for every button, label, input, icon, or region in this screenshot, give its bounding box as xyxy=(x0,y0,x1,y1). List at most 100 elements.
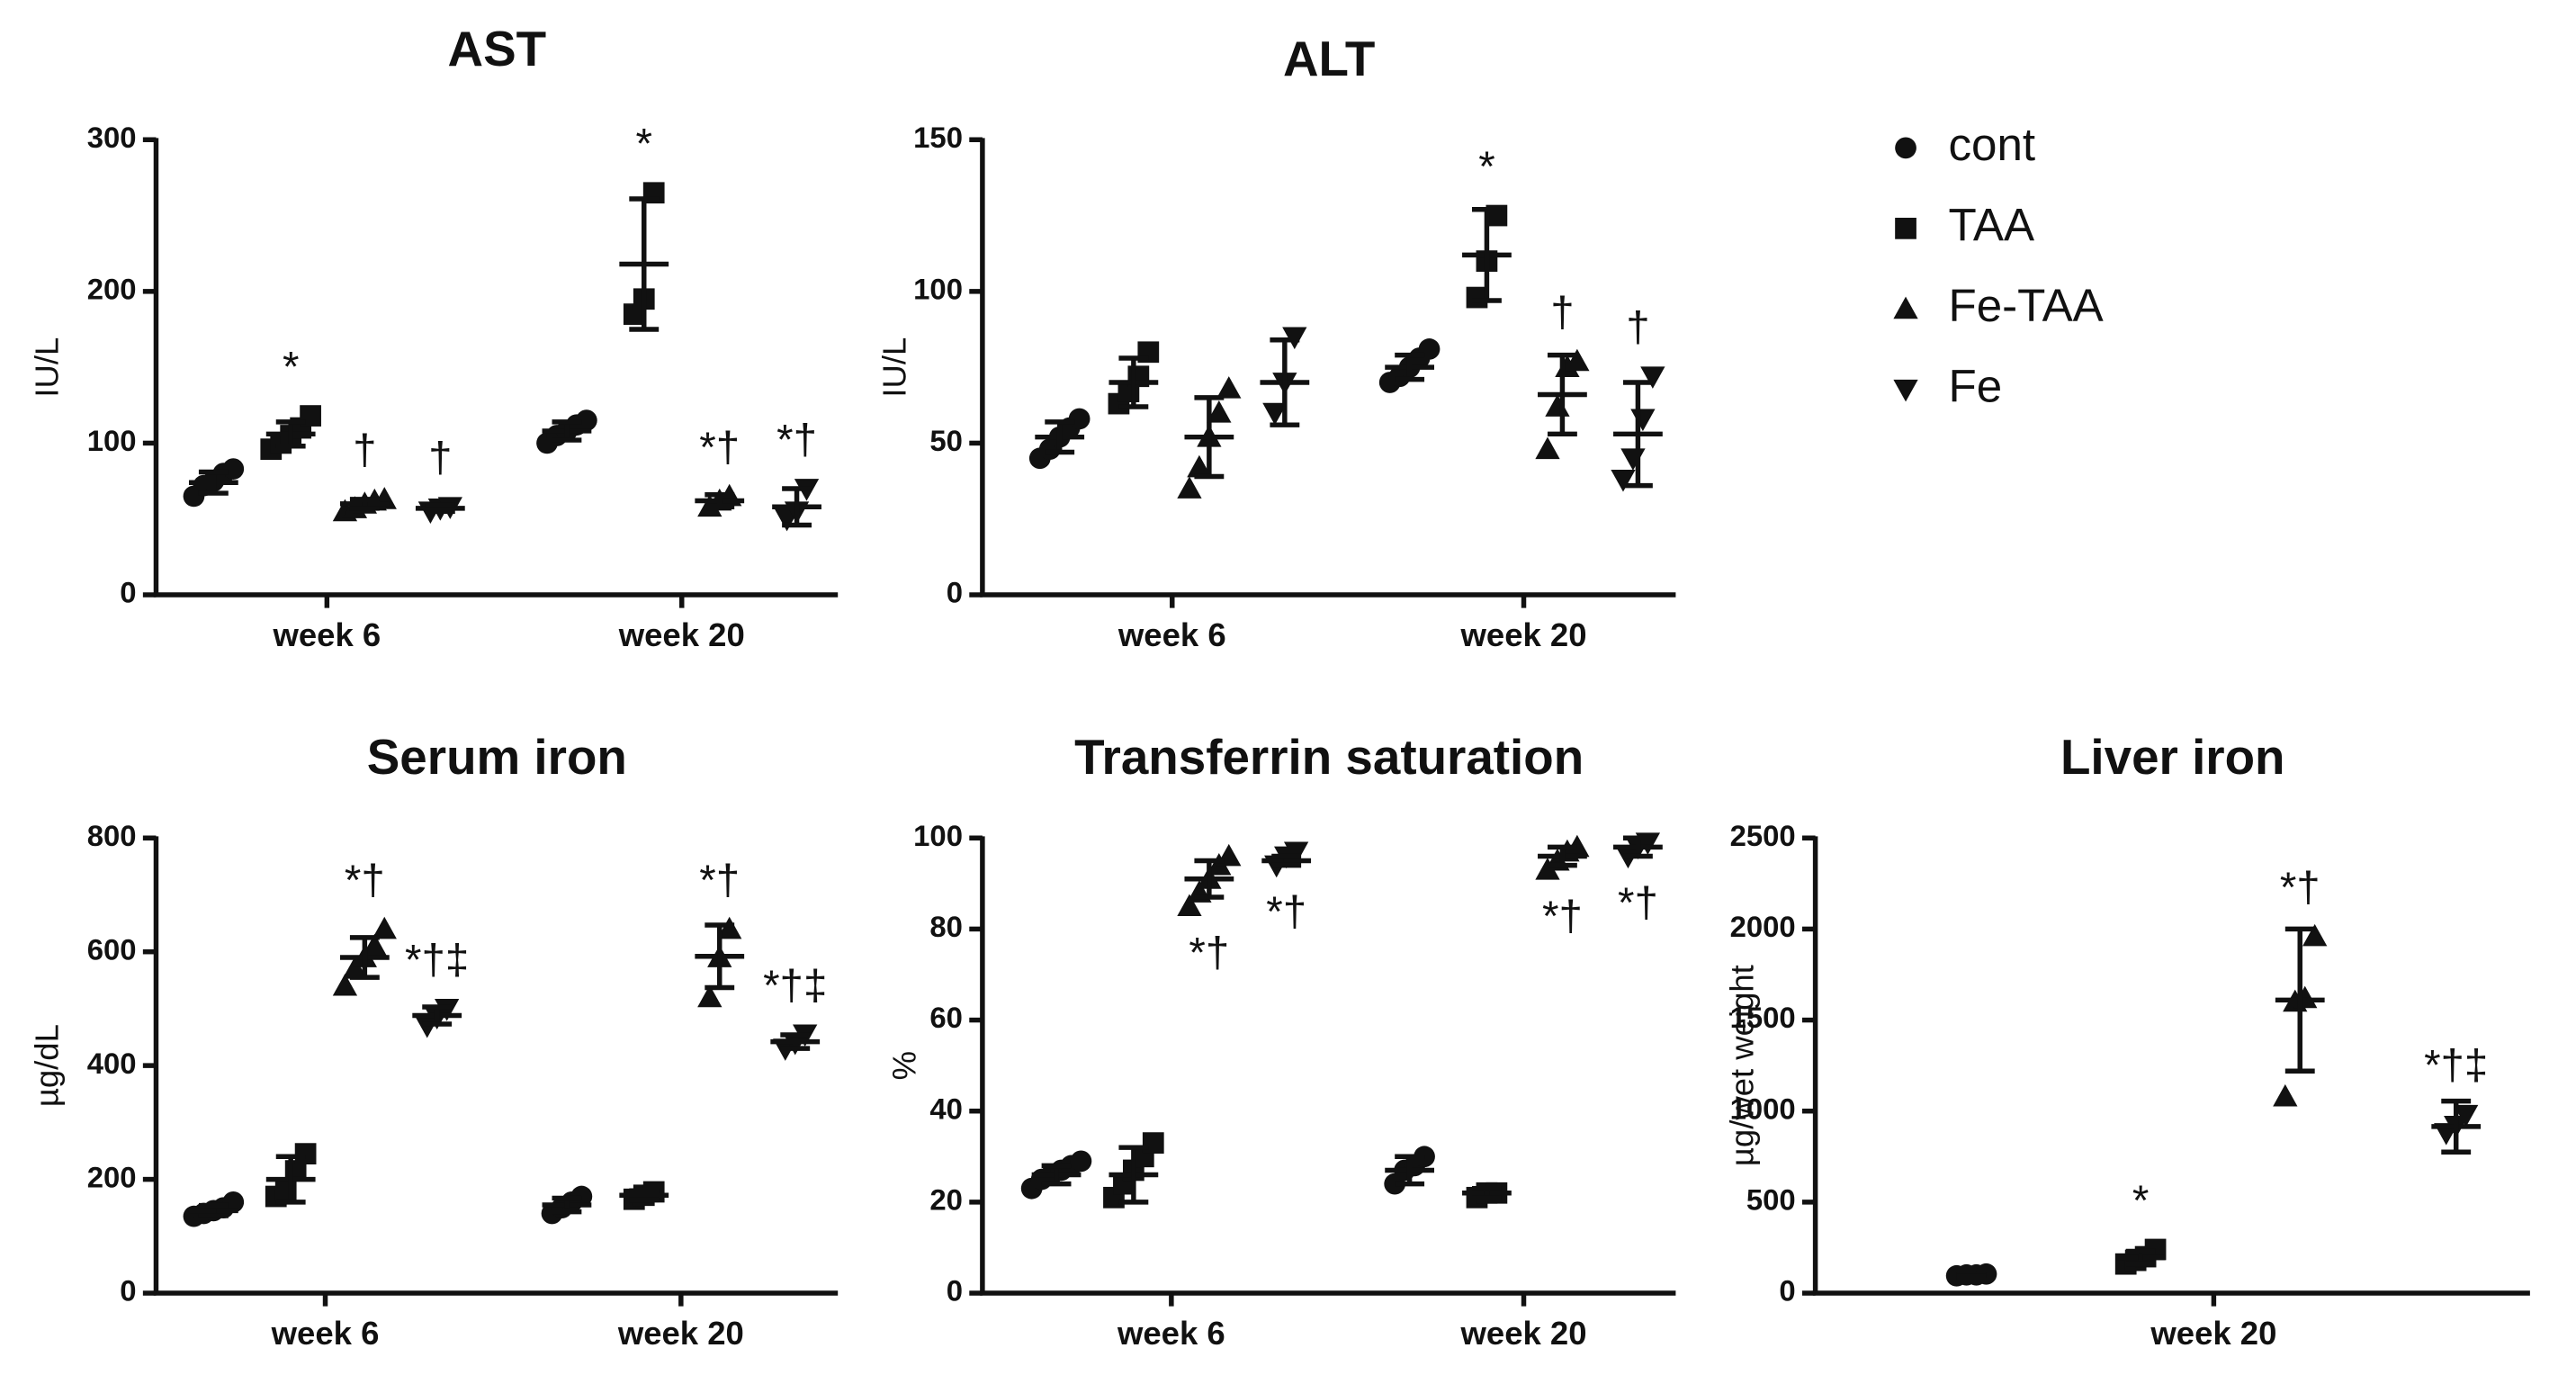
significance-label: *†‡ xyxy=(763,962,827,1010)
significance-label: * xyxy=(283,344,299,391)
data-point xyxy=(1620,448,1646,471)
data-point xyxy=(2302,923,2328,947)
significance-label: *† xyxy=(1542,893,1583,940)
legend-marker xyxy=(1895,137,1916,159)
data-point xyxy=(2454,1104,2479,1128)
x-tick-label: week 6 xyxy=(1117,616,1226,653)
y-tick-label: 80 xyxy=(929,910,963,943)
y-tick-label: 0 xyxy=(120,1274,136,1308)
x-tick-label: week 20 xyxy=(617,1315,744,1352)
significance-label: *† xyxy=(699,857,740,904)
y-tick-label: 100 xyxy=(87,424,137,457)
data-point xyxy=(362,933,387,957)
y-tick-label: 100 xyxy=(913,273,963,306)
y-tick-label: 200 xyxy=(87,273,137,306)
data-point xyxy=(294,1143,317,1164)
chart-title: AST xyxy=(448,21,547,76)
data-point xyxy=(1187,454,1212,478)
x-tick-label: week 20 xyxy=(618,616,745,653)
data-point xyxy=(1640,366,1665,389)
data-point xyxy=(1177,894,1202,917)
chart-title: ALT xyxy=(1283,31,1375,86)
data-point xyxy=(434,998,460,1021)
chart-title: Transferrin saturation xyxy=(1074,729,1584,785)
y-tick-label: 0 xyxy=(1779,1274,1795,1308)
data-point xyxy=(222,458,245,480)
data-point xyxy=(697,984,723,1008)
x-tick-label: week 6 xyxy=(272,616,381,653)
data-point xyxy=(575,409,597,432)
x-tick-label: week 20 xyxy=(1460,1315,1587,1352)
y-tick-label: 20 xyxy=(929,1183,963,1217)
legend-label: TAA xyxy=(1949,199,2035,250)
x-tick-label: week 6 xyxy=(271,1315,380,1352)
y-tick-label: 1500 xyxy=(1730,1001,1796,1034)
y-tick-label: 200 xyxy=(87,1160,137,1193)
legend-label: cont xyxy=(1949,119,2036,170)
significance-label: * xyxy=(636,121,652,168)
significance-label: *† xyxy=(1266,888,1306,936)
legend-marker xyxy=(1893,379,1918,402)
data-point xyxy=(332,973,358,996)
data-point xyxy=(342,957,368,979)
y-tick-label: 500 xyxy=(1746,1183,1796,1217)
data-point xyxy=(1207,400,1232,423)
y-tick-label: 300 xyxy=(87,121,137,154)
significance-label: *† xyxy=(2280,864,2320,912)
significance-label: *† xyxy=(776,416,817,463)
data-point xyxy=(372,916,397,939)
legend-marker xyxy=(1895,217,1916,239)
data-point xyxy=(717,916,742,939)
significance-label: * xyxy=(1478,143,1494,191)
chart-title: Liver iron xyxy=(2060,729,2285,785)
y-tick-label: 0 xyxy=(947,576,963,609)
y-tick-label: 0 xyxy=(120,576,136,609)
y-tick-label: 60 xyxy=(929,1001,963,1034)
x-tick-label: week 20 xyxy=(2150,1315,2276,1352)
legend-label: Fe xyxy=(1949,360,2003,411)
y-tick-label: 50 xyxy=(929,424,963,457)
y-tick-label: 800 xyxy=(87,819,137,852)
data-point xyxy=(1068,408,1091,430)
y-tick-label: 600 xyxy=(87,932,137,966)
y-tick-label: 100 xyxy=(913,819,963,852)
chart-title: Serum iron xyxy=(367,729,627,785)
legend-marker xyxy=(1893,296,1918,319)
significance-label: *† xyxy=(1189,929,1229,976)
data-point xyxy=(274,1180,297,1202)
y-axis-label: µg/dL xyxy=(28,1024,65,1107)
y-axis-label: IU/L xyxy=(28,337,65,398)
y-tick-label: 2500 xyxy=(1730,819,1796,852)
y-tick-label: 150 xyxy=(913,121,963,154)
y-tick-label: 400 xyxy=(87,1047,137,1080)
data-point xyxy=(1142,1132,1164,1154)
data-point xyxy=(1070,1150,1092,1173)
significance-label: *†‡ xyxy=(2424,1042,2488,1090)
significance-label: *† xyxy=(1618,879,1658,927)
significance-label: † xyxy=(1626,304,1649,352)
y-tick-label: 40 xyxy=(929,1092,963,1125)
data-point xyxy=(1216,376,1242,399)
y-axis-label: % xyxy=(886,1051,923,1080)
y-tick-label: 0 xyxy=(947,1274,963,1308)
data-point xyxy=(1262,402,1288,426)
significance-label: *† xyxy=(345,857,385,904)
y-tick-label: 1000 xyxy=(1730,1092,1796,1125)
y-axis-label: µg/wet weight xyxy=(1724,965,1761,1166)
x-tick-label: week 6 xyxy=(1117,1315,1225,1352)
x-tick-label: week 20 xyxy=(1460,616,1587,653)
data-point xyxy=(1565,348,1590,372)
significance-label: † xyxy=(1550,289,1574,337)
data-point xyxy=(1535,436,1560,460)
legend-label: Fe-TAA xyxy=(1949,280,2104,331)
y-tick-label: 2000 xyxy=(1730,910,1796,943)
data-point xyxy=(2273,1083,2298,1107)
data-point xyxy=(1545,394,1570,417)
y-axis-label: IU/L xyxy=(876,337,913,398)
data-point xyxy=(1177,476,1202,499)
significance-label: *†‡ xyxy=(405,936,469,984)
data-point xyxy=(1630,409,1656,432)
data-point xyxy=(1283,841,1309,865)
